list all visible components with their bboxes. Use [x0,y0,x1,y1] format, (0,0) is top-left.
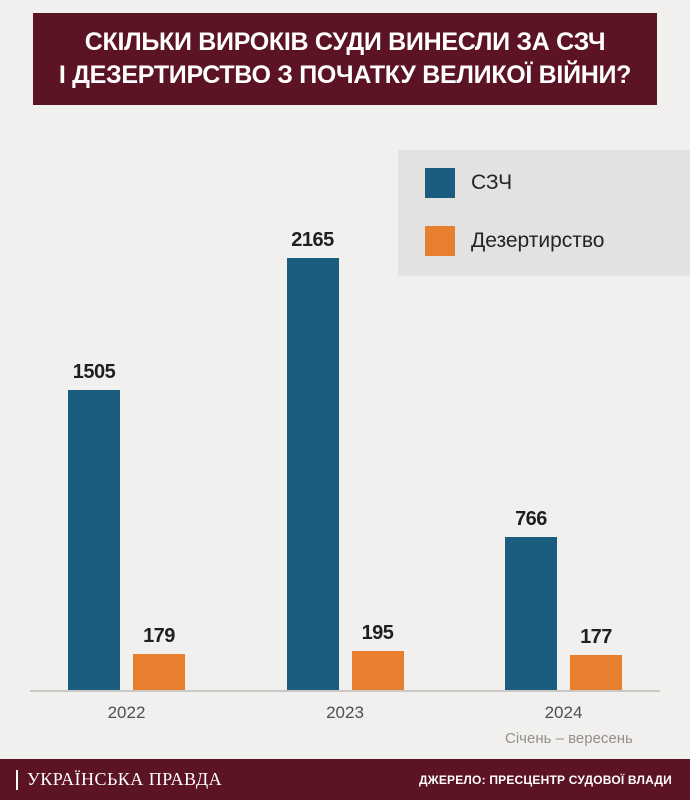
bar-column: 1505 [68,361,120,690]
bar-column: 177 [570,626,622,690]
x-axis-label-2023: 2023 [287,703,404,747]
legend-item-Дезертирство: Дезертирство [425,226,680,256]
brand-logo-bar-icon [16,769,18,790]
bar-value-label: 1505 [72,361,116,383]
bar-Дезертирство-2024 [570,655,622,690]
source-credit: ДЖЕРЕЛО: ПРЕСЦЕНТР СУДОВОЇ ВЛАДИ [419,772,672,787]
bar-group-2022: 1505 179 [68,361,185,690]
x-axis-label-2024: 2024 Січень – вересень [505,703,633,747]
brand-logo-text: УКРАЇНСЬКА ПРАВДА [27,769,223,789]
bar-СЗЧ-2024 [505,537,557,690]
x-axis-period-note: Січень – вересень [505,730,633,747]
footer-bar: УКРАЇНСЬКА ПРАВДА ДЖЕРЕЛО: ПРЕСЦЕНТР СУД… [0,759,690,800]
bar-column: 766 [505,508,557,690]
bar-chart: 1505 179 2165 195 766 177 2022 2023 2024 Січень … [30,200,660,747]
bar-column: 179 [133,625,185,690]
legend-swatch-icon [425,168,455,198]
legend-swatch-icon [425,226,455,256]
brand-logo: УКРАЇНСЬКА ПРАВДА [16,769,222,790]
bars-area: 1505 179 2165 195 766 177 [30,200,660,692]
x-axis-label-2022: 2022 [68,703,185,747]
bar-СЗЧ-2022 [68,390,120,690]
bar-column: 195 [351,622,404,690]
legend-label: Дезертирство [471,229,605,252]
chart-title-line1: СКІЛЬКИ ВИРОКІВ СУДИ ВИНЕСЛИ ЗА СЗЧ [84,28,606,56]
bar-Дезертирство-2022 [133,654,185,690]
bar-value-label: 195 [361,622,394,644]
x-axis-year: 2023 [326,703,364,722]
bar-Дезертирство-2023 [351,651,404,690]
bar-value-label: 179 [143,625,175,647]
legend-items: СЗЧ Дезертирство [425,168,680,256]
bar-group-2023: 2165 195 [286,229,404,690]
chart-title: СКІЛЬКИ ВИРОКІВ СУДИ ВИНЕСЛИ ЗА СЗЧ І ДЕ… [33,13,657,105]
bar-value-label: 177 [580,626,612,648]
legend-label: СЗЧ [471,171,513,194]
bar-СЗЧ-2023 [286,258,339,690]
legend-item-СЗЧ: СЗЧ [425,168,680,198]
bar-value-label: 766 [515,508,547,530]
chart-title-line2: І ДЕЗЕРТИРСТВО З ПОЧАТКУ ВЕЛИКОЇ ВІЙНИ? [58,61,632,89]
bar-group-2024: 766 177 [505,508,622,690]
bar-column: 2165 [286,229,339,690]
x-axis-labels: 2022 2023 2024 Січень – вересень [30,703,660,747]
bar-value-label: 2165 [291,229,334,251]
x-axis-year: 2024 [544,703,583,722]
x-axis-year: 2022 [107,703,146,722]
legend: СЗЧ Дезертирство [398,150,690,276]
